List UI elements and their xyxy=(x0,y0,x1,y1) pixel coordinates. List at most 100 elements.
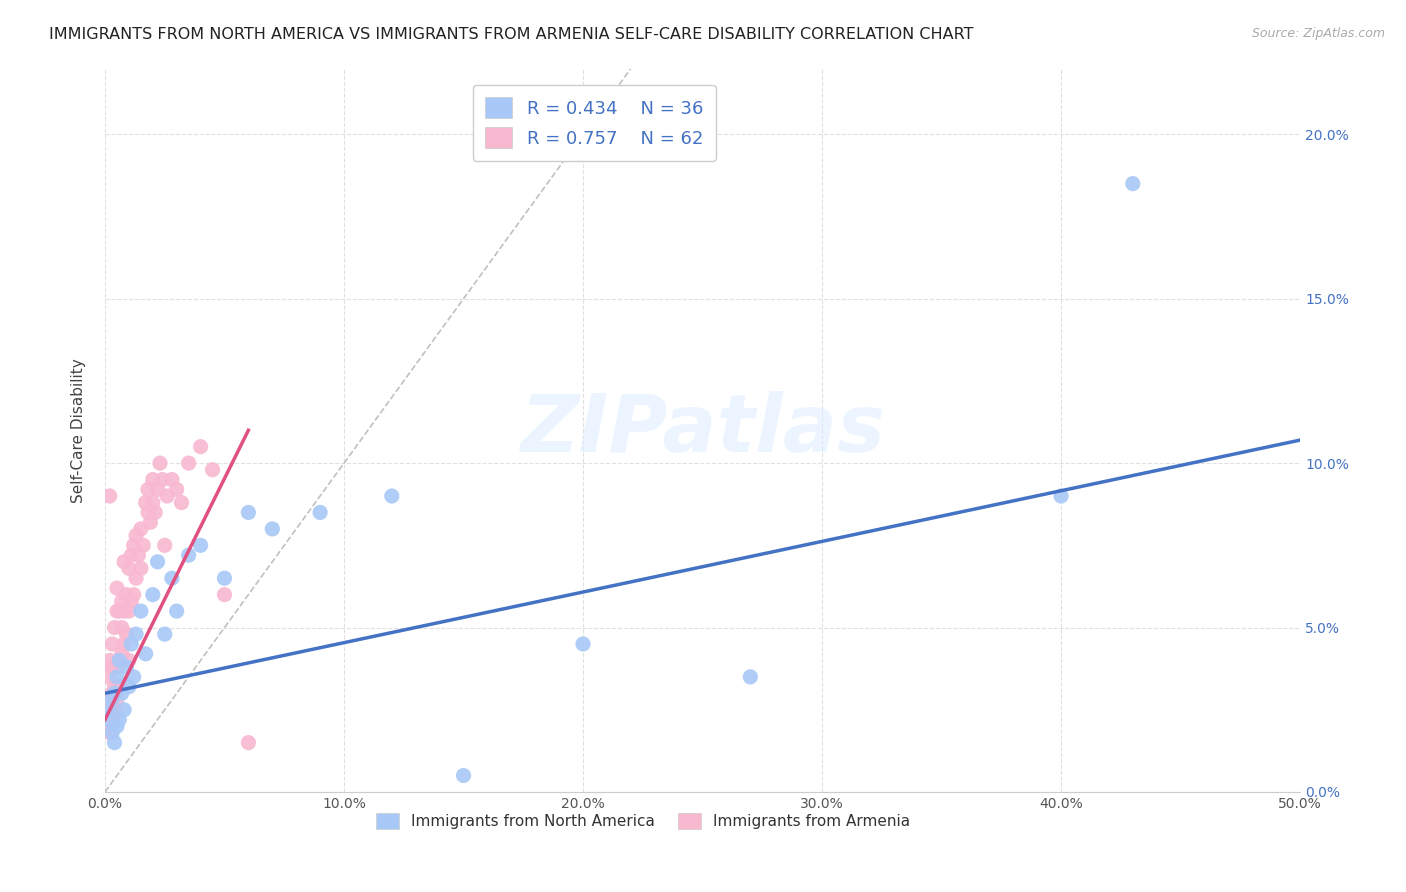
Point xyxy=(177,456,200,470)
Point xyxy=(118,561,141,575)
Text: ZIPatlas: ZIPatlas xyxy=(520,392,884,469)
Point xyxy=(166,483,188,497)
Point xyxy=(153,627,176,641)
Point xyxy=(190,440,212,454)
Point xyxy=(105,660,128,674)
Point xyxy=(129,522,152,536)
Point xyxy=(105,719,128,733)
Point xyxy=(170,495,193,509)
Point xyxy=(238,505,260,519)
Point xyxy=(125,528,148,542)
Point xyxy=(740,670,762,684)
Point xyxy=(96,693,118,707)
Point xyxy=(96,719,118,733)
Point xyxy=(108,680,131,694)
Point xyxy=(101,725,124,739)
Point xyxy=(96,670,118,684)
Point xyxy=(96,713,118,727)
Point xyxy=(146,555,169,569)
Point xyxy=(115,660,138,674)
Point xyxy=(111,686,134,700)
Point xyxy=(115,627,138,641)
Point xyxy=(132,538,155,552)
Point xyxy=(1050,489,1073,503)
Point xyxy=(309,505,332,519)
Point xyxy=(149,456,172,470)
Point xyxy=(166,604,188,618)
Point xyxy=(112,604,135,618)
Y-axis label: Self-Care Disability: Self-Care Disability xyxy=(72,358,86,502)
Point xyxy=(115,588,138,602)
Point xyxy=(103,621,125,635)
Point xyxy=(135,495,157,509)
Point xyxy=(103,703,125,717)
Point xyxy=(98,489,121,503)
Point xyxy=(111,594,134,608)
Point xyxy=(142,495,165,509)
Point xyxy=(214,588,236,602)
Legend: Immigrants from North America, Immigrants from Armenia: Immigrants from North America, Immigrant… xyxy=(370,806,915,835)
Point xyxy=(129,604,152,618)
Point xyxy=(98,725,121,739)
Point xyxy=(120,637,142,651)
Point xyxy=(101,693,124,707)
Point xyxy=(572,637,595,651)
Point xyxy=(108,653,131,667)
Point xyxy=(98,703,121,717)
Point xyxy=(142,588,165,602)
Point xyxy=(101,713,124,727)
Point xyxy=(136,505,159,519)
Point xyxy=(453,768,475,782)
Point xyxy=(105,604,128,618)
Point xyxy=(129,561,152,575)
Point xyxy=(112,555,135,569)
Point xyxy=(127,548,149,562)
Point xyxy=(120,548,142,562)
Point xyxy=(118,680,141,694)
Point xyxy=(101,660,124,674)
Point xyxy=(125,571,148,585)
Point xyxy=(103,686,125,700)
Point xyxy=(101,686,124,700)
Point xyxy=(105,693,128,707)
Point xyxy=(122,538,145,552)
Point xyxy=(111,621,134,635)
Point xyxy=(105,670,128,684)
Point xyxy=(146,483,169,497)
Point xyxy=(101,637,124,651)
Point xyxy=(139,516,162,530)
Point xyxy=(1122,177,1144,191)
Point xyxy=(262,522,284,536)
Point xyxy=(153,538,176,552)
Point xyxy=(177,548,200,562)
Point xyxy=(160,473,183,487)
Point xyxy=(201,463,224,477)
Point xyxy=(238,736,260,750)
Point xyxy=(118,604,141,618)
Point xyxy=(214,571,236,585)
Point xyxy=(136,483,159,497)
Point xyxy=(108,604,131,618)
Point xyxy=(381,489,404,503)
Point xyxy=(105,581,128,595)
Point xyxy=(135,647,157,661)
Point xyxy=(160,571,183,585)
Point xyxy=(112,637,135,651)
Point xyxy=(143,505,166,519)
Text: Source: ZipAtlas.com: Source: ZipAtlas.com xyxy=(1251,27,1385,40)
Point xyxy=(122,670,145,684)
Point xyxy=(122,588,145,602)
Point xyxy=(103,736,125,750)
Point xyxy=(150,473,173,487)
Point xyxy=(120,594,142,608)
Point xyxy=(108,653,131,667)
Point xyxy=(98,703,121,717)
Point xyxy=(108,713,131,727)
Point xyxy=(98,653,121,667)
Point xyxy=(190,538,212,552)
Point xyxy=(125,627,148,641)
Point xyxy=(156,489,179,503)
Point xyxy=(142,473,165,487)
Point xyxy=(112,703,135,717)
Point xyxy=(111,647,134,661)
